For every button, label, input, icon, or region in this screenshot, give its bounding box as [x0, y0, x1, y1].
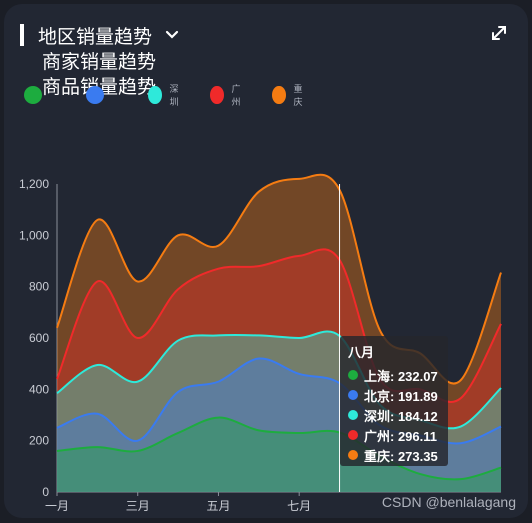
tooltip-value: 上海: 232.07 — [364, 368, 438, 384]
legend-swatch — [148, 86, 162, 104]
tooltip-dot — [348, 370, 358, 380]
legend-swatch — [272, 86, 286, 104]
tooltip-dot — [348, 390, 358, 400]
y-tick-label: 200 — [29, 434, 49, 448]
tooltip-row: 广州: 296.11 — [348, 425, 440, 445]
watermark: CSDN @benlalagang — [381, 494, 516, 510]
x-tick-label: 七月 — [287, 499, 311, 513]
series-line-0 — [56, 416, 502, 481]
tooltip-row: 北京: 191.89 — [348, 385, 440, 405]
legend-item-shanghai[interactable] — [24, 86, 50, 104]
legend-swatch — [24, 86, 42, 104]
title-marker — [20, 24, 24, 46]
tooltip-value: 广州: 296.11 — [364, 428, 437, 444]
chart-tooltip: 八月 上海: 232.07 北京: 191.89 深圳: 184.12 广州: … — [340, 336, 448, 466]
legend-item-shenzhen[interactable]: 深圳 — [148, 84, 183, 107]
legend-label: 广州 — [231, 84, 241, 107]
chart-title: 地区销量趋势 — [38, 26, 153, 48]
legend-label: 深圳 — [169, 84, 179, 107]
y-tick-label: 1,000 — [19, 228, 49, 242]
legend-item-beijing[interactable] — [86, 86, 112, 104]
tooltip-row: 重庆: 273.35 — [348, 445, 440, 465]
x-tick-label: 三月 — [126, 499, 150, 513]
x-tick-label: 五月 — [206, 499, 230, 513]
tooltip-dot — [348, 410, 358, 420]
x-tick-label: 一月 — [45, 499, 69, 513]
tooltip-row: 深圳: 184.12 — [348, 405, 440, 425]
legend-swatch — [210, 86, 224, 104]
series-area-fill-0 — [57, 417, 501, 492]
chart-title-bar[interactable]: 地区销量趋势 — [20, 22, 180, 48]
tooltip-value: 北京: 191.89 — [364, 388, 438, 404]
y-tick-label: 400 — [29, 382, 49, 396]
tooltip-row: 上海: 232.07 — [348, 365, 440, 385]
y-tick-label: 0 — [42, 485, 49, 499]
y-tick-label: 1,200 — [19, 177, 49, 191]
legend-swatch — [86, 86, 104, 104]
dropdown-item-merchant-trend[interactable]: 商家销量趋势 — [42, 52, 157, 73]
legend-item-guangzhou[interactable]: 广州 — [210, 84, 245, 107]
tooltip-dot — [348, 450, 358, 460]
tooltip-value: 深圳: 184.12 — [364, 408, 438, 424]
tooltip-value: 重庆: 273.35 — [364, 448, 438, 464]
tooltip-dot — [348, 430, 358, 440]
expand-icon[interactable] — [490, 24, 508, 42]
legend-label: 重庆 — [293, 84, 303, 107]
legend-item-chongqing[interactable]: 重庆 — [272, 84, 307, 107]
tooltip-title: 八月 — [348, 345, 375, 360]
chevron-down-icon[interactable] — [164, 29, 180, 41]
y-tick-label: 800 — [29, 280, 49, 294]
y-tick-label: 600 — [29, 331, 49, 345]
